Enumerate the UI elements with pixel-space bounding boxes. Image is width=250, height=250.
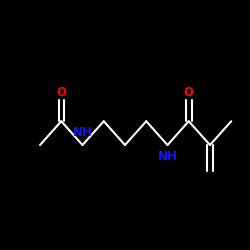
Text: NH: NH: [158, 150, 178, 164]
Text: NH: NH: [72, 126, 92, 140]
Text: O: O: [184, 86, 194, 99]
Text: O: O: [56, 86, 66, 99]
